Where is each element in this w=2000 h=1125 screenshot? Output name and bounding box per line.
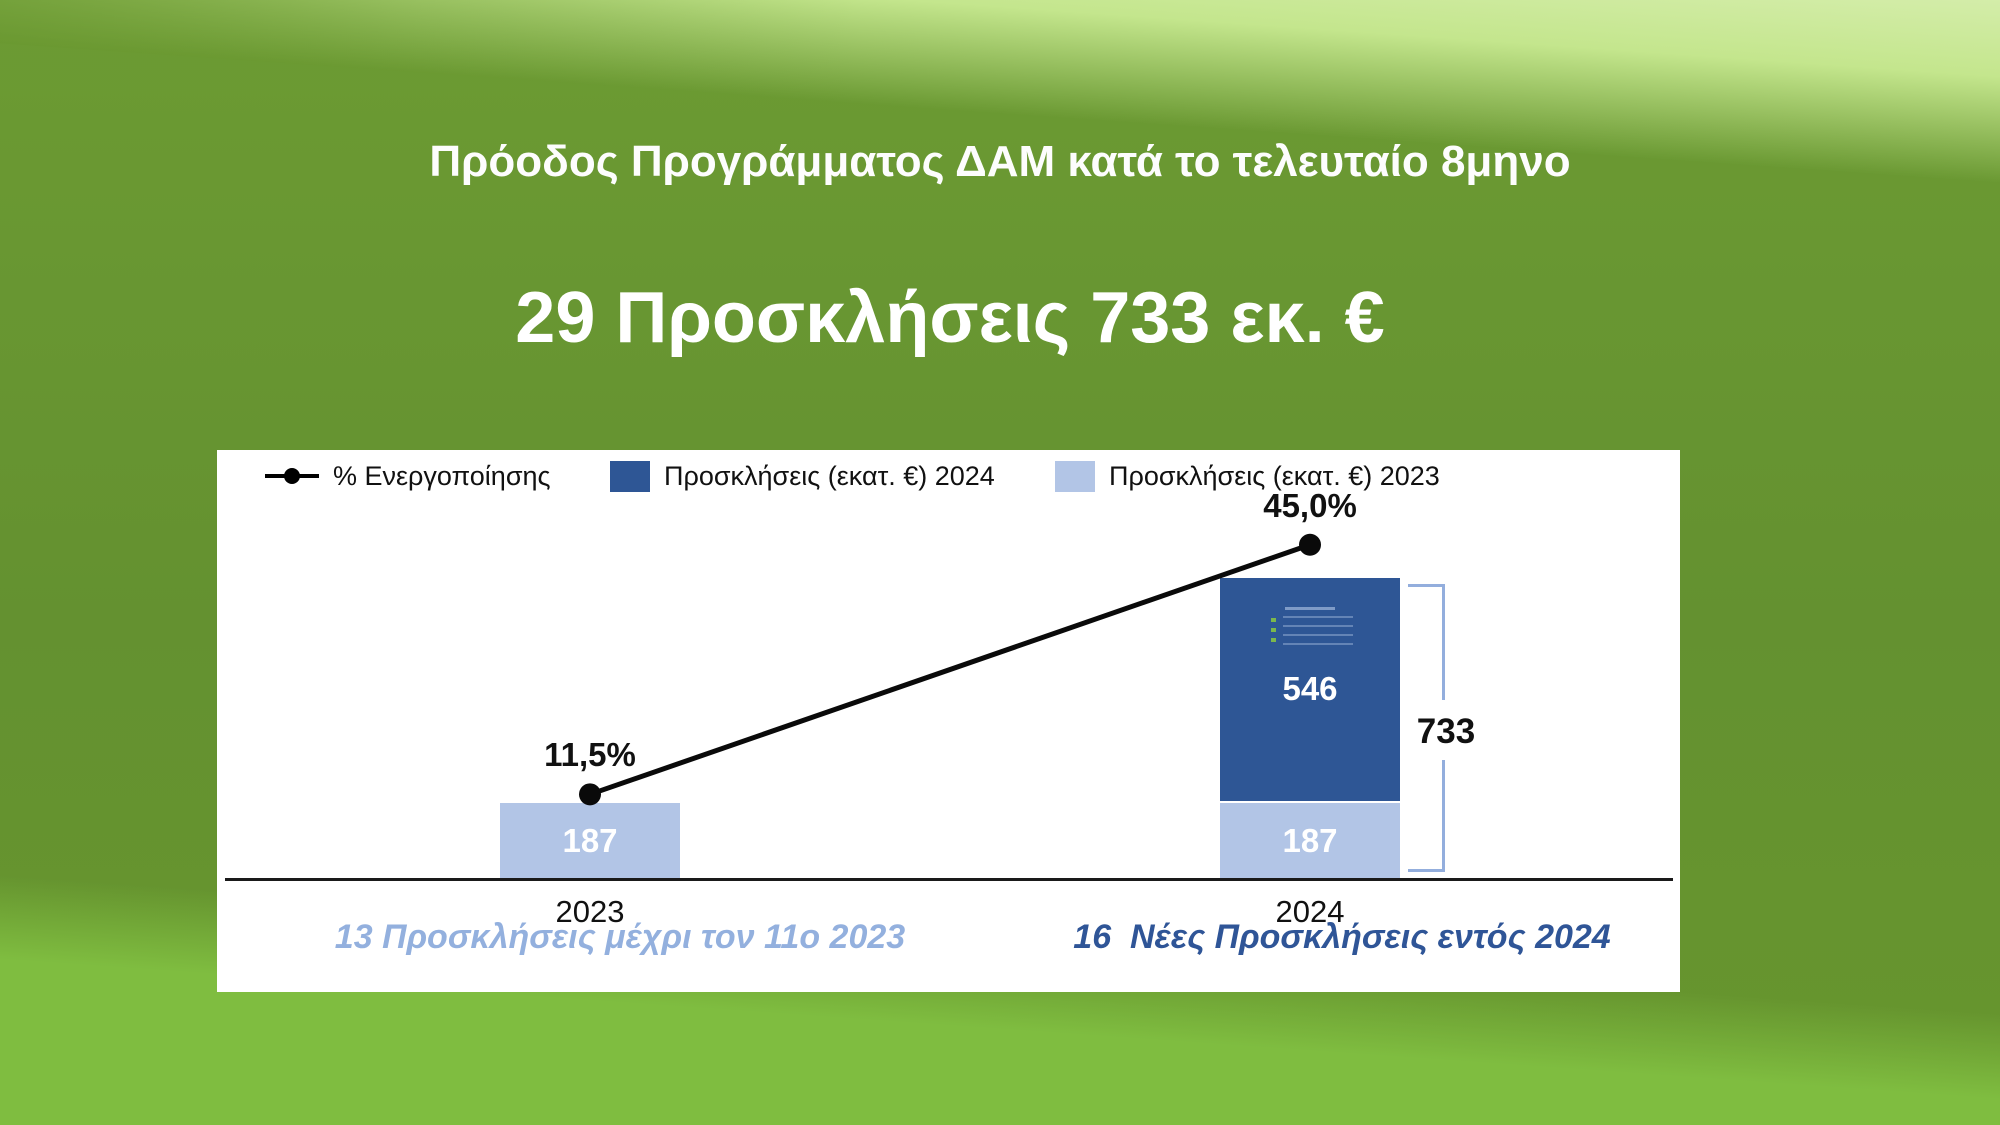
total-bracket-vertical-bottom [1442,760,1445,872]
x-axis-line [225,878,1673,881]
slide-title: Πρόοδος Προγράμματος ΔΑΜ κατά το τελευτα… [429,137,1571,186]
line-dot-swatch-icon [265,468,319,484]
chart-panel: % Ενεργοποίησης Προσκλήσεις (εκατ. €) 20… [217,450,1680,992]
light-blue-swatch-icon [1055,460,1095,492]
line-marker-dot-icon [284,468,300,484]
watermark-green-dots [1271,618,1276,648]
legend-item-2024: Προσκλήσεις (εκατ. €) 2024 [610,458,995,494]
watermark-header-line [1285,607,1335,610]
x-label-2023: 2023 [555,894,625,929]
total-bracket-vertical-top [1442,584,1445,700]
activation-dot-2024 [1299,533,1321,556]
pct-label-2024: 45,0% [1263,486,1357,524]
bar-2024-light: 187 [1220,802,1400,880]
legend-item-2023: Προσκλήσεις (εκατ. €) 2023 [1055,458,1440,494]
legend-label-2023: Προσκλήσεις (εκατ. €) 2023 [1109,460,1440,491]
total-bracket-foot-top [1408,584,1445,587]
dark-blue-swatch-icon [610,460,650,492]
annotation-2024: 16 Νέες Προσκλήσεις εντός 2024 [1073,918,1611,956]
activation-line [589,542,1311,797]
slide-headline: 29 Προσκλήσεις 733 εκ. € [515,278,1385,358]
legend-item-activation: % Ενεργοποίησης [265,458,551,494]
watermark-grid-rows [1283,616,1353,652]
x-label-2024: 2024 [1275,894,1345,929]
bar-2023-value-label: 187 [562,822,618,860]
total-bracket-foot-bottom [1408,869,1445,872]
legend-label-2024: Προσκλήσεις (εκατ. €) 2024 [664,460,995,491]
pct-label-2023: 11,5% [544,736,636,774]
bar-2024-dark-value-label: 546 [1282,670,1338,708]
bar-2024-light-value-label: 187 [1282,822,1338,860]
legend-label-activation: % Ενεργοποίησης [333,460,551,491]
embedded-table-watermark [1267,604,1353,654]
bar-2023-light: 187 [500,802,680,880]
bar-2024-dark: 546 [1220,578,1400,803]
total-label: 733 [1416,712,1476,751]
annotation-2023: 13 Προσκλήσεις μέχρι τον 11ο 2023 [334,918,906,956]
